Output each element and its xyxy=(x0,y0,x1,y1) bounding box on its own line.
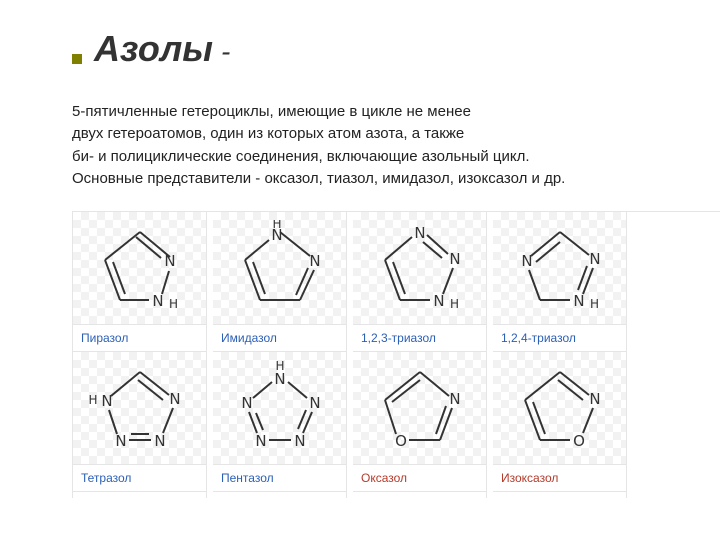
svg-text:N: N xyxy=(573,292,584,310)
compound-cell-pentazole: N H N N N N Пентазол xyxy=(213,352,347,492)
compound-label[interactable]: Имидазол xyxy=(213,324,346,352)
svg-text:H: H xyxy=(590,297,599,311)
svg-text:N: N xyxy=(521,252,532,270)
svg-text:O: O xyxy=(395,432,407,450)
body-line: 5-пятичленные гетероциклы, имеющие в цик… xyxy=(72,102,672,122)
structure-pentazole: N H N N N N xyxy=(213,352,346,464)
body-text: 5-пятичленные гетероциклы, имеющие в цик… xyxy=(0,70,720,189)
svg-text:N: N xyxy=(589,390,600,408)
page-title: Азолы xyxy=(94,28,213,70)
svg-text:N: N xyxy=(294,432,305,450)
svg-text:N: N xyxy=(152,292,163,310)
structure-isoxazole: N O xyxy=(493,352,626,464)
compound-grid: N N H Пиразол N xyxy=(72,211,720,492)
svg-text:N: N xyxy=(309,252,320,270)
svg-text:N: N xyxy=(164,252,175,270)
structure-oxazole: N O xyxy=(353,352,486,464)
title-row: Азолы - xyxy=(0,0,720,70)
svg-text:N: N xyxy=(433,292,444,310)
compound-label[interactable]: Изоксазол xyxy=(493,464,626,492)
svg-text:N: N xyxy=(255,432,266,450)
svg-text:N: N xyxy=(589,250,600,268)
svg-text:H: H xyxy=(88,393,97,407)
compound-cell-imidazole: N N H Имидазол xyxy=(213,212,347,352)
body-line: Основные представители - оксазол, тиазол… xyxy=(72,169,672,189)
svg-text:O: O xyxy=(573,432,585,450)
structure-pyrazole: N N H xyxy=(73,212,206,324)
compound-cell-tetrazole: N N N N H Тетразол xyxy=(73,352,207,492)
structure-124triazole: N N H N xyxy=(493,212,626,324)
compound-grid-cutoff xyxy=(72,492,720,498)
structure-tetrazole: N N N N H xyxy=(73,352,206,464)
body-line: би- и полициклические соединения, включа… xyxy=(72,147,672,167)
compound-cell-pyrazole: N N H Пиразол xyxy=(73,212,207,352)
svg-text:N: N xyxy=(309,394,320,412)
compound-cell-124triazole: N N H N 1,2,4-триазол xyxy=(493,212,627,352)
svg-text:N: N xyxy=(449,250,460,268)
compound-grid-wrap: N N H Пиразол N xyxy=(0,191,720,498)
title-dash: - xyxy=(221,36,230,68)
body-line: двух гетероатомов, один из которых атом … xyxy=(72,124,672,144)
svg-text:H: H xyxy=(450,297,459,311)
svg-text:H: H xyxy=(275,360,284,373)
svg-text:N: N xyxy=(169,390,180,408)
compound-cell-isoxazole: N O Изоксазол xyxy=(493,352,627,492)
structure-imidazole: N N H xyxy=(213,212,346,324)
svg-text:N: N xyxy=(115,432,126,450)
compound-label[interactable]: 1,2,3-триазол xyxy=(353,324,486,352)
svg-text:N: N xyxy=(449,390,460,408)
compound-label[interactable]: Тетразол xyxy=(73,464,206,492)
accent-square xyxy=(72,54,82,64)
compound-cell-123triazole: N N N H 1,2,3-триазол xyxy=(353,212,487,352)
svg-text:N: N xyxy=(101,392,112,410)
compound-label[interactable]: Пиразол xyxy=(73,324,206,352)
compound-label[interactable]: Пентазол xyxy=(213,464,346,492)
structure-123triazole: N N N H xyxy=(353,212,486,324)
compound-cell-oxazole: N O Оксазол xyxy=(353,352,487,492)
compound-label[interactable]: Оксазол xyxy=(353,464,486,492)
svg-text:N: N xyxy=(414,224,425,242)
svg-text:H: H xyxy=(169,297,178,311)
compound-label[interactable]: 1,2,4-триазол xyxy=(493,324,626,352)
svg-text:N: N xyxy=(154,432,165,450)
svg-text:N: N xyxy=(241,394,252,412)
svg-text:H: H xyxy=(272,220,281,231)
